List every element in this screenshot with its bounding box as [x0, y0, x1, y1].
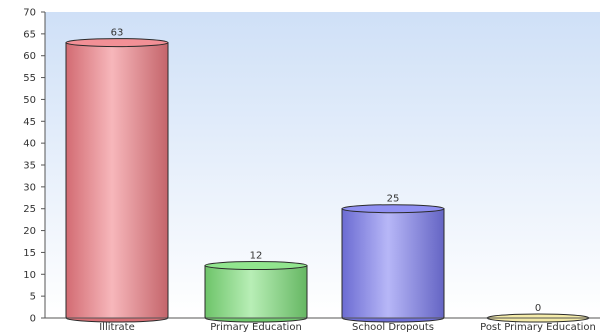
bar-top [65, 38, 169, 48]
data-label: 63 [111, 28, 124, 39]
data-label: 0 [535, 303, 541, 314]
bar-top [341, 204, 445, 214]
y-tick-label: 50 [23, 95, 36, 106]
y-axis: 0 5 10 15 20 25 30 35 40 45 50 55 60 65 70 [23, 8, 46, 325]
y-tick-label: 65 [23, 29, 36, 40]
y-tick-label: 5 [30, 292, 36, 303]
y-tick-label: 15 [23, 248, 36, 259]
y-tick-label: 70 [23, 8, 36, 19]
y-tick-label: 25 [23, 204, 36, 215]
x-axis: Illitrate Primary Education School Dropout… [45, 317, 600, 332]
y-tick-label: 0 [30, 314, 36, 325]
bar-1: 63 [65, 28, 169, 323]
bar-fill [67, 42, 167, 318]
y-tick-label: 10 [23, 270, 36, 281]
category-label: Primary Education [210, 322, 302, 332]
bar-fill [206, 265, 306, 318]
category-label: School Dropouts [352, 322, 434, 332]
bar-3: 25 [341, 194, 445, 323]
bar-fill [343, 208, 443, 318]
y-tick-label: 45 [23, 117, 36, 128]
y-tick-label: 40 [23, 139, 36, 150]
y-tick-label: 60 [23, 51, 36, 62]
data-label: 25 [387, 194, 400, 205]
y-tick-label: 30 [23, 182, 36, 193]
y-tick-label: 35 [23, 161, 36, 172]
y-tick-label: 20 [23, 226, 36, 237]
y-tick-label: 55 [23, 73, 36, 84]
data-label: 12 [250, 251, 263, 262]
category-label: Post Primary Education [480, 322, 596, 332]
bar-top [204, 261, 308, 271]
category-label: Illitrate [99, 322, 135, 332]
